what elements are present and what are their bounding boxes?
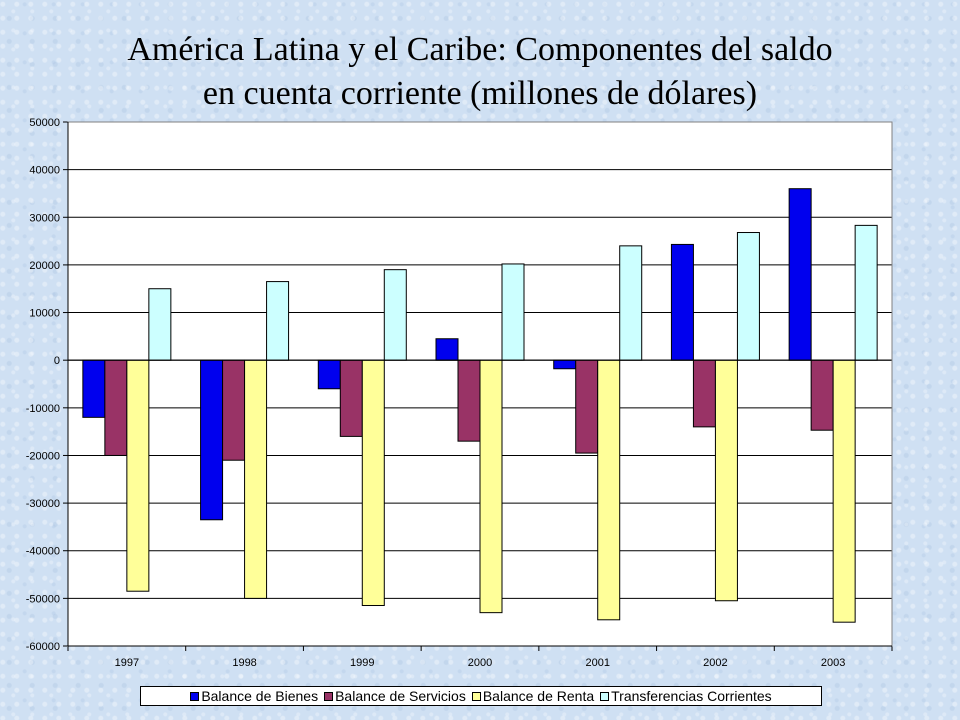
bar-transferencias-corrientes-2001 <box>619 245 643 361</box>
y-tick-label: -10000 <box>26 403 60 415</box>
legend-label-transferencias-corrientes: Transferencias Corrientes <box>611 688 772 704</box>
bar-balance-renta-1999 <box>361 359 385 607</box>
chart-legend: Balance de Bienes Balance de Servicios B… <box>140 686 822 706</box>
y-tick-label: 0 <box>54 355 60 367</box>
bar-balance-renta-2001 <box>597 359 621 621</box>
legend-swatch-balance-renta <box>471 691 481 701</box>
bar-balance-servicios-2000 <box>457 359 481 442</box>
y-tick-label: 50000 <box>29 117 60 129</box>
y-tick-label: -30000 <box>26 498 60 510</box>
legend-swatch-transferencias-corrientes <box>600 691 610 701</box>
x-tick-label: 1997 <box>115 657 139 669</box>
legend-label-balance-renta: Balance de Renta <box>482 688 595 704</box>
y-tick-label: 30000 <box>29 212 60 224</box>
bar-balance-bienes-2003 <box>788 188 812 361</box>
bar-balance-renta-2002 <box>714 359 738 602</box>
bar-balance-bienes-1999 <box>317 359 341 390</box>
y-tick-label: 10000 <box>29 308 60 320</box>
bar-balance-bienes-2000 <box>435 338 459 361</box>
bar-balance-renta-2003 <box>832 359 856 623</box>
legend-swatch-balance-bienes <box>190 691 200 701</box>
y-tick-label: -40000 <box>26 546 60 558</box>
title-line-2: en cuenta corriente (millones de dólares… <box>202 75 758 112</box>
bar-balance-bienes-1997 <box>82 359 106 418</box>
x-tick-label: 1998 <box>232 657 256 669</box>
legend-swatch-balance-servicios <box>324 691 334 701</box>
bar-balance-servicios-1999 <box>339 359 363 437</box>
bar-balance-bienes-2002 <box>670 243 694 361</box>
legend-label-balance-bienes: Balance de Bienes <box>201 688 319 704</box>
y-tick-label: -60000 <box>26 641 60 653</box>
y-tick-label: -50000 <box>26 593 60 605</box>
legend-item-balance-servicios: Balance de Servicios <box>324 688 466 704</box>
legend-item-transferencias-corrientes: Transferencias Corrientes <box>600 688 772 704</box>
bar-balance-servicios-2002 <box>692 359 716 428</box>
legend-item-balance-renta: Balance de Renta <box>471 688 595 704</box>
x-tick-label: 2002 <box>703 657 727 669</box>
bar-balance-servicios-1997 <box>104 359 128 456</box>
bar-transferencias-corrientes-2003 <box>854 224 878 361</box>
bar-balance-renta-1998 <box>244 359 268 599</box>
chart-title: América Latina y el Caribe: Componentes … <box>0 28 960 116</box>
y-tick-label: 20000 <box>29 260 60 272</box>
title-line-1: América Latina y el Caribe: Componentes … <box>127 31 833 68</box>
x-tick-label: 2003 <box>821 657 845 669</box>
bar-balance-servicios-2003 <box>810 359 834 431</box>
bar-balance-bienes-2001 <box>553 359 577 370</box>
bar-transferencias-corrientes-1997 <box>148 288 172 361</box>
x-tick-label: 2000 <box>468 657 492 669</box>
bar-transferencias-corrientes-1999 <box>383 269 407 361</box>
x-tick-label: 2001 <box>585 657 609 669</box>
legend-item-balance-bienes: Balance de Bienes <box>190 688 318 704</box>
bar-transferencias-corrientes-2002 <box>736 232 760 361</box>
legend-label-balance-servicios: Balance de Servicios <box>335 688 466 704</box>
x-tick-label: 1999 <box>350 657 374 669</box>
bar-balance-servicios-2001 <box>575 359 599 454</box>
bar-transferencias-corrientes-2000 <box>501 263 525 361</box>
bar-balance-servicios-1998 <box>222 359 246 461</box>
bar-balance-bienes-1998 <box>200 359 224 521</box>
bar-balance-renta-1997 <box>126 359 150 592</box>
bar-transferencias-corrientes-1998 <box>266 281 290 361</box>
bar-balance-renta-2000 <box>479 359 503 614</box>
y-tick-label: 40000 <box>29 165 60 177</box>
y-tick-label: -20000 <box>26 450 60 462</box>
